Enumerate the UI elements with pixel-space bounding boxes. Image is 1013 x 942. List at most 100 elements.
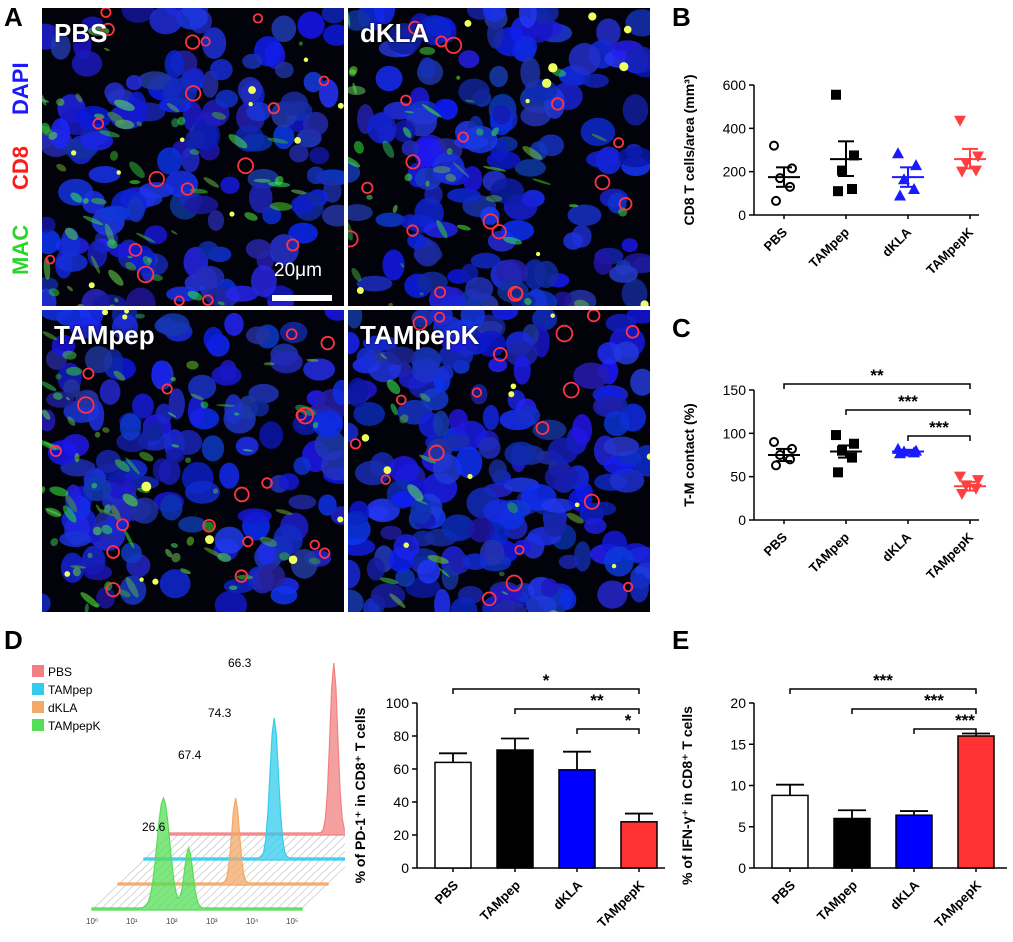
dapi-nucleus [375, 65, 403, 92]
bar-dKLA [895, 814, 933, 869]
dapi-nucleus [413, 246, 443, 263]
mac-signal [386, 379, 401, 395]
mac-signal [92, 526, 102, 536]
legend-label: PBS [48, 665, 72, 679]
dapi-nucleus [489, 65, 509, 88]
cd8-cell [428, 444, 445, 461]
dapi-nucleus [518, 8, 537, 29]
cd8-cell [514, 544, 525, 555]
dapi-nucleus [482, 404, 500, 431]
cd8-cell [105, 582, 121, 598]
dapi-nucleus [432, 454, 462, 485]
mac-signal [110, 504, 122, 522]
y-tick-label: 0 [738, 207, 746, 223]
mac-signal [48, 288, 60, 297]
scale-bar [272, 295, 332, 301]
dapi-nucleus [486, 150, 521, 170]
dapi-nucleus [320, 450, 344, 481]
x-tick-label: 10² [166, 917, 178, 926]
cd8-cell [200, 36, 211, 47]
dapi-nucleus [553, 291, 573, 306]
mac-signal [50, 538, 59, 547]
data-point [847, 184, 857, 194]
dapi-nucleus [297, 11, 325, 39]
mac-signal [180, 568, 191, 575]
dapi-nucleus [92, 294, 127, 306]
mac-signal [110, 150, 119, 161]
dapi-nucleus [84, 345, 113, 374]
histogram-curve-dKLA [117, 797, 329, 886]
dapi-nucleus [483, 499, 515, 523]
dapi-nucleus [303, 358, 336, 381]
cd8-cell [285, 328, 298, 341]
dapi-nucleus [563, 232, 584, 250]
dapi-nucleus [278, 473, 300, 491]
stain-mac-text: MAC [8, 224, 33, 275]
mac-signal [404, 110, 414, 114]
cd8-cell [309, 539, 320, 551]
dapi-nucleus [165, 448, 185, 463]
mac-signal [93, 603, 100, 608]
dapi-nucleus [269, 234, 299, 266]
dapi-nucleus [245, 239, 272, 259]
colocalized-signal [141, 481, 152, 492]
scale-bar-label: 20μm [274, 260, 322, 281]
mac-signal [129, 161, 145, 178]
dapi-nucleus [160, 494, 183, 521]
dapi-nucleus [237, 508, 273, 524]
significance-label: *** [924, 691, 944, 710]
dapi-nucleus [178, 516, 207, 533]
cd8-cell [185, 34, 201, 50]
grid-line [235, 834, 315, 911]
mac-signal [42, 381, 57, 392]
grid-line [219, 834, 299, 911]
mac-signal [139, 451, 154, 462]
dapi-nucleus [184, 480, 220, 504]
dapi-nucleus [119, 413, 142, 441]
dapi-nucleus [99, 379, 121, 405]
cd8-cell [148, 170, 165, 188]
cd8-cell [435, 35, 448, 48]
micrograph-tampepk-title: TAMpepK [360, 320, 480, 350]
dapi-nucleus [42, 310, 73, 321]
dapi-nucleus [613, 341, 640, 365]
colocalized-signal [550, 313, 555, 318]
cd8-cell [128, 242, 143, 257]
dapi-nucleus [80, 131, 114, 151]
dapi-nucleus [543, 513, 567, 538]
dapi-nucleus [50, 118, 71, 150]
cd8-cell [361, 181, 374, 194]
y-tick-label: 100 [386, 695, 410, 711]
legend-swatch [32, 665, 44, 677]
x-tick-label: 10¹ [126, 917, 138, 926]
cd8-cell [491, 224, 507, 240]
dapi-nucleus [375, 212, 405, 227]
mac-signal [407, 484, 424, 501]
mac-signal [56, 98, 65, 106]
mac-signal [165, 548, 173, 558]
cd8-cell [434, 311, 446, 323]
cd8-cell [77, 396, 95, 414]
dapi-nucleus [219, 462, 240, 489]
micrograph-dkla-image [348, 8, 650, 306]
mac-signal [42, 331, 58, 341]
dapi-nucleus [121, 542, 142, 564]
legend-label: TAMpep [48, 683, 93, 697]
y-tick-label: 40 [393, 794, 409, 810]
mac-signal [524, 298, 532, 306]
dapi-nucleus [584, 517, 607, 535]
cd8-cell [613, 137, 625, 149]
dapi-nucleus [436, 365, 454, 382]
micrograph-pbs: PBS 20μm [42, 8, 344, 306]
micrograph-dkla-title: dKLA [360, 18, 430, 48]
significance-bracket [452, 688, 640, 694]
dapi-nucleus [165, 170, 199, 198]
dapi-nucleus [629, 572, 649, 603]
dapi-nucleus [348, 331, 360, 355]
mac-signal [259, 536, 277, 547]
data-point [954, 115, 966, 127]
y-tick-label: 0 [738, 860, 746, 876]
cd8-cell [412, 315, 428, 331]
cd8-cell [185, 85, 202, 102]
dapi-nucleus [71, 50, 103, 77]
